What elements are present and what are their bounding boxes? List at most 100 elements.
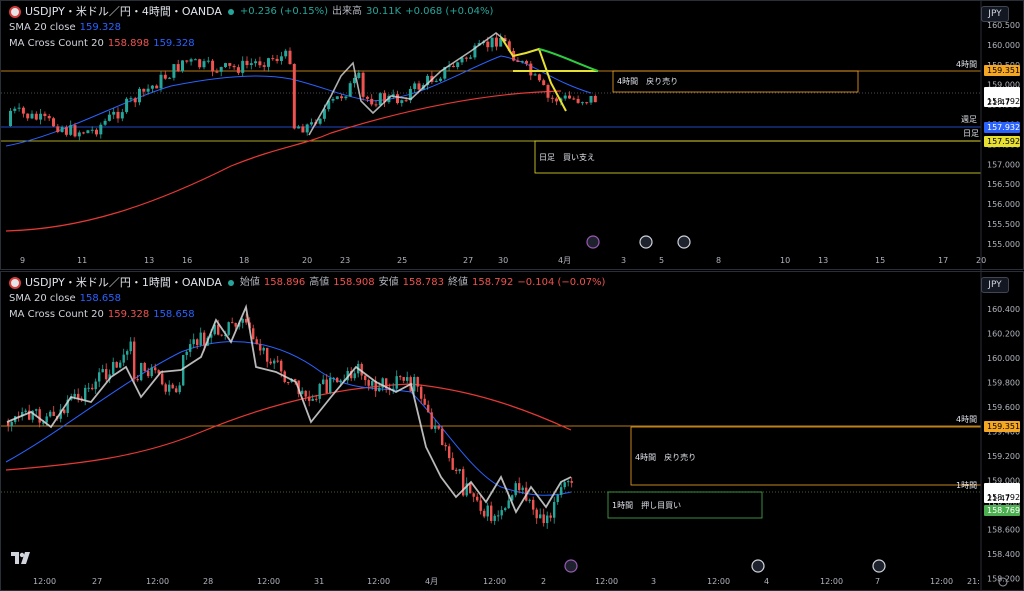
sma-value: 159.328 [79, 22, 122, 33]
green-projection-line[interactable] [538, 48, 599, 72]
candle [420, 386, 423, 399]
candle [553, 501, 556, 518]
candle [94, 381, 97, 390]
indicator-sma[interactable]: SMA 20 close 158.658 [9, 291, 605, 307]
candle [154, 367, 157, 371]
swing-line [308, 31, 507, 136]
candle [7, 422, 10, 427]
ma-cross-label: MA Cross Count 20 [9, 38, 104, 49]
date-tick: 25 [397, 256, 407, 265]
candle [507, 500, 510, 509]
candle [185, 60, 189, 62]
candle [521, 487, 524, 491]
daily-support-label: 日足 買い支え [539, 152, 595, 162]
indicator-sma[interactable]: SMA 20 close 159.328 [9, 20, 493, 36]
currency-button[interactable]: JPY [981, 277, 1009, 293]
price-tick: 158.400 [987, 550, 1020, 559]
candle [430, 412, 433, 429]
candle [157, 370, 160, 374]
candle [476, 496, 479, 501]
candle [402, 376, 405, 381]
candle [395, 376, 398, 389]
candle [206, 60, 210, 62]
chart-pane-1h[interactable]: 160.400160.200160.000159.800159.600159.4… [0, 271, 1024, 591]
candle [136, 379, 139, 381]
current-price-tag [984, 87, 1020, 107]
h1-buy-zone[interactable] [607, 491, 763, 519]
candle [236, 67, 240, 73]
symbol-title[interactable]: USDJPY・米ドル／円・1時間・OANDA [25, 276, 222, 289]
candle [297, 126, 301, 129]
candle [150, 367, 153, 377]
settings-gear-icon[interactable] [998, 577, 1008, 587]
chart-canvas-1h[interactable]: 160.400160.200160.000159.800159.600159.4… [1, 272, 1024, 591]
candle [77, 132, 81, 137]
candle [217, 324, 220, 335]
candle [353, 373, 356, 379]
candle [210, 334, 213, 338]
candle [129, 98, 133, 100]
candle [348, 83, 352, 97]
candle [43, 113, 47, 117]
candle [119, 362, 122, 368]
date-tick: 23 [340, 256, 350, 265]
candle [444, 445, 447, 447]
daily-price-tag-text: 157.592 [987, 137, 1020, 146]
candle [140, 362, 143, 381]
us-flag-icon [9, 6, 21, 18]
us-economic-event-icon[interactable] [677, 235, 691, 249]
currency-button[interactable]: JPY [981, 6, 1009, 22]
candle [143, 362, 146, 372]
candle [426, 75, 430, 86]
candle [378, 387, 381, 392]
us-economic-event-icon[interactable] [751, 559, 765, 573]
candle [45, 416, 48, 423]
candle [456, 62, 460, 68]
candle [52, 118, 55, 127]
candle [479, 500, 482, 511]
us-economic-event-icon[interactable] [872, 559, 886, 573]
candle [271, 58, 275, 60]
candle [563, 95, 567, 99]
lightning-event-icon[interactable] [564, 559, 578, 573]
candle [322, 109, 326, 119]
candle [199, 332, 202, 345]
candle [202, 61, 206, 68]
lightning-event-icon[interactable] [586, 235, 600, 249]
candle [275, 58, 279, 61]
candle [546, 85, 550, 98]
date-tick: 13 [818, 256, 828, 265]
candle [59, 409, 62, 419]
symbol-title[interactable]: USDJPY・米ドル／円・4時間・OANDA [25, 5, 222, 18]
daily-line-label: 日足 [963, 129, 979, 138]
candle [370, 98, 374, 105]
candle [142, 88, 146, 92]
chart-canvas-4h[interactable]: 160.500160.000159.500159.000158.500158.0… [1, 1, 1024, 271]
volume-value: 30.11K [366, 6, 402, 17]
current-price-tag-text: 158.792 [987, 97, 1020, 106]
candle [364, 375, 367, 381]
candle [24, 410, 27, 413]
indicator-ma-cross[interactable]: MA Cross Count 20 158.898 159.328 [9, 36, 493, 52]
daily-support-zone[interactable] [534, 140, 982, 174]
candle [525, 61, 528, 64]
volume-change: +0.068 (+0.04%) [405, 6, 494, 17]
candle [331, 99, 335, 101]
candle [38, 409, 41, 423]
candle [77, 393, 80, 399]
price-tick: 156.500 [987, 180, 1020, 189]
indicator-ma-cross[interactable]: MA Cross Count 20 159.328 158.658 [9, 307, 605, 323]
chart-pane-4h[interactable]: 160.500160.000159.500159.000158.500158.0… [0, 0, 1024, 271]
tradingview-logo-icon[interactable] [11, 552, 33, 564]
candle [98, 372, 101, 382]
candle [63, 409, 66, 414]
h4-sell-zone[interactable] [612, 70, 859, 93]
candle [49, 411, 52, 417]
candle [155, 85, 159, 89]
candle [10, 421, 13, 427]
yellow-wave-line[interactable] [500, 36, 567, 112]
ma-cross-label: MA Cross Count 20 [9, 309, 104, 320]
us-economic-event-icon[interactable] [639, 235, 653, 249]
candle [448, 446, 451, 459]
candle [417, 83, 421, 90]
